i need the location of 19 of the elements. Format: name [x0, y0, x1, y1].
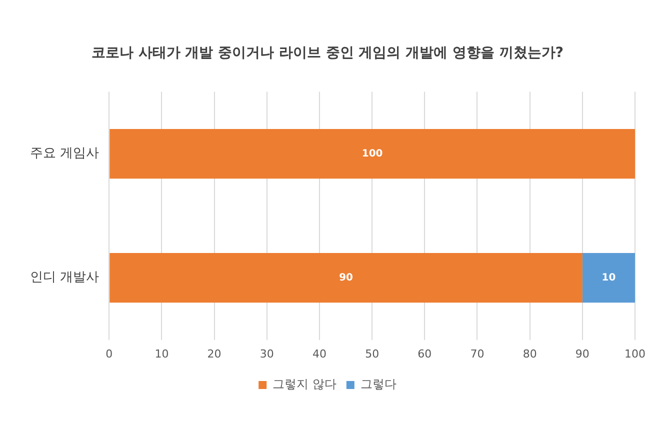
x-tick-label: 30	[260, 347, 274, 360]
data-label: 10	[602, 272, 616, 284]
legend-label: 그렇다	[360, 377, 396, 392]
x-tick-label: 70	[470, 347, 484, 360]
x-tick-label: 80	[522, 347, 537, 360]
y-tick-label: 인디 개발사	[30, 270, 100, 286]
y-tick-label: 주요 게임사	[30, 146, 100, 162]
x-tick-label: 20	[207, 347, 222, 360]
x-tick-label: 60	[418, 347, 432, 360]
data-label: 90	[339, 272, 354, 284]
x-tick-label: 0	[106, 347, 113, 360]
x-tick-label: 100	[624, 347, 646, 360]
x-tick-label: 40	[312, 347, 326, 360]
x-tick-label: 90	[575, 347, 590, 360]
data-label: 100	[362, 148, 383, 160]
x-tick-label: 50	[365, 347, 380, 360]
legend-label: 그렇지 않다	[272, 377, 336, 392]
x-tick-label: 10	[154, 347, 169, 360]
chart-title: 코로나 사태가 개발 중이거나 라이브 중인 게임의 개발에 영향을 끼쳤는가?	[92, 45, 564, 62]
